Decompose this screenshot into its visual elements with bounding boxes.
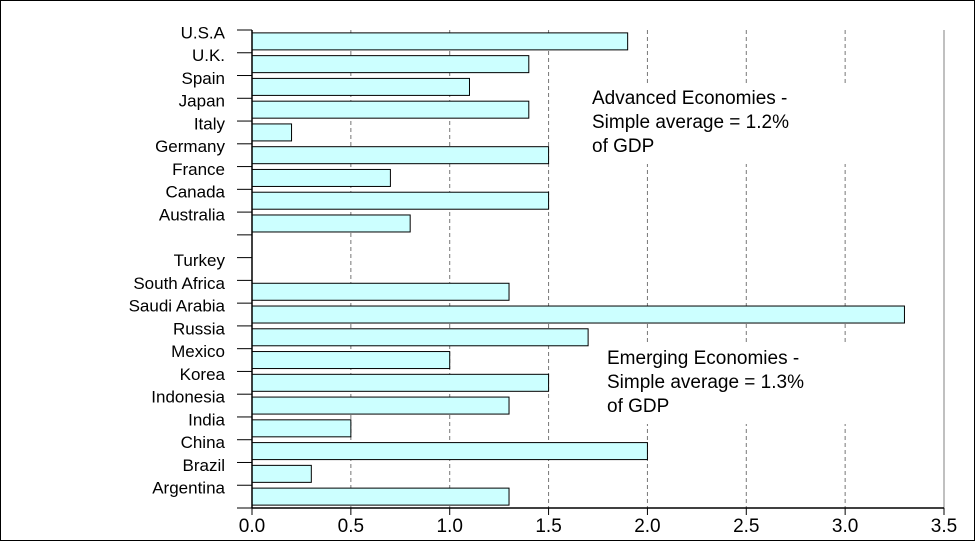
x-tick-label: 1.0 [437,516,463,537]
bar [252,374,549,391]
tick-labels: 0.0 0.5 1.0 1.5 2.0 2.5 3.0 3.5 [239,516,957,537]
annotation-text: Simple average = 1.2% [592,112,789,133]
annotations: Advanced Economies - Simple average = 1.2… [588,84,938,424]
bar [252,283,509,300]
bar [252,56,529,73]
x-tick-label: 2.0 [634,516,660,537]
bar [252,488,509,505]
bar [252,215,410,232]
category-label: Australia [159,205,226,224]
annotation-text: Advanced Economies - [592,88,787,109]
category-label: Germany [155,137,225,156]
annotation-text: Emerging Economies - [607,348,799,369]
annotation-text: of GDP [592,136,654,157]
category-label: Russia [173,319,226,338]
bar [252,352,450,369]
bar [252,169,390,186]
bar [252,306,904,323]
category-label: Mexico [171,342,225,361]
bar [252,124,292,141]
category-label: Italy [194,114,226,133]
category-label: China [181,433,226,452]
category-label: U.S.A [181,23,226,42]
bar [252,147,549,164]
category-label: Argentina [152,479,225,498]
bar [252,329,588,346]
bar [252,192,549,209]
bar [252,78,469,95]
x-tick-label: 3.0 [832,516,858,537]
x-tick-label: 0.0 [239,516,265,537]
annotation-text: of GDP [607,396,669,417]
category-label: India [188,410,225,429]
category-label: Canada [165,183,225,202]
x-tick-label: 1.5 [535,516,561,537]
bar [252,33,628,50]
category-labels: U.S.A U.K. Spain Japan Italy Germany France Can… [129,23,226,497]
x-tick-label: 0.5 [338,516,364,537]
category-label: France [172,160,225,179]
category-label: South Africa [133,274,225,293]
category-label: Saudi Arabia [129,297,226,316]
category-label: U.K. [192,46,225,65]
bar [252,465,311,482]
x-tick-label: 3.5 [931,516,957,537]
category-label: Japan [179,92,225,111]
category-label: Indonesia [151,388,225,407]
bar [252,397,509,414]
category-label: Korea [180,365,226,384]
bar [252,101,529,118]
annotation-text: Simple average = 1.3% [607,372,804,393]
category-label: Spain [182,69,225,88]
category-label: Turkey [174,251,226,270]
category-label: Brazil [182,456,225,475]
bar [252,443,647,460]
bar [252,420,351,437]
x-tick-label: 2.5 [733,516,759,537]
